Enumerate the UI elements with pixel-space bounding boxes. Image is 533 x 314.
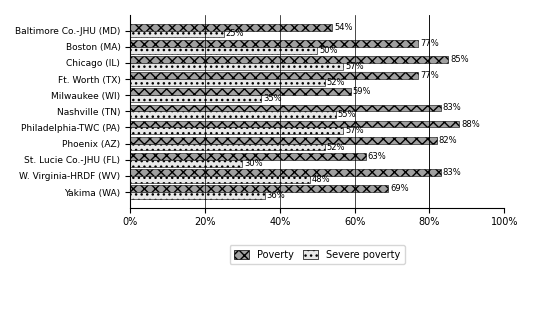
- Bar: [130, 153, 366, 160]
- Text: 57%: 57%: [345, 62, 364, 71]
- Text: 85%: 85%: [450, 55, 469, 64]
- Text: 63%: 63%: [368, 152, 386, 161]
- Text: 25%: 25%: [225, 30, 244, 38]
- Text: 83%: 83%: [442, 103, 461, 112]
- Bar: [130, 105, 441, 111]
- Text: 83%: 83%: [442, 168, 461, 177]
- Bar: [130, 127, 343, 134]
- Bar: [130, 88, 351, 95]
- Text: 52%: 52%: [327, 143, 345, 152]
- Bar: [130, 185, 388, 192]
- Bar: [130, 24, 332, 30]
- Bar: [130, 40, 418, 47]
- Bar: [130, 63, 343, 70]
- Text: 82%: 82%: [439, 136, 457, 145]
- Text: 48%: 48%: [312, 175, 330, 184]
- Text: 77%: 77%: [420, 39, 439, 48]
- Text: 52%: 52%: [327, 78, 345, 87]
- Bar: [130, 143, 325, 150]
- Text: 55%: 55%: [338, 110, 356, 119]
- Text: 69%: 69%: [390, 184, 409, 193]
- Text: 77%: 77%: [420, 71, 439, 80]
- Text: 57%: 57%: [345, 126, 364, 135]
- Bar: [130, 111, 336, 118]
- Text: 88%: 88%: [461, 120, 480, 128]
- Text: 30%: 30%: [244, 159, 263, 168]
- Bar: [130, 176, 310, 183]
- Text: 59%: 59%: [353, 87, 371, 96]
- Bar: [130, 56, 448, 63]
- Bar: [130, 95, 261, 102]
- Bar: [130, 137, 437, 143]
- Text: 54%: 54%: [334, 23, 352, 32]
- Text: 50%: 50%: [319, 46, 337, 55]
- Bar: [130, 121, 459, 127]
- Bar: [130, 79, 325, 86]
- Bar: [130, 47, 317, 53]
- Bar: [130, 192, 265, 199]
- Legend: Poverty, Severe poverty: Poverty, Severe poverty: [230, 245, 405, 264]
- Bar: [130, 169, 441, 176]
- Text: 35%: 35%: [263, 94, 281, 103]
- Bar: [130, 72, 418, 79]
- Text: 36%: 36%: [266, 191, 285, 200]
- Bar: [130, 160, 243, 167]
- Bar: [130, 30, 224, 37]
